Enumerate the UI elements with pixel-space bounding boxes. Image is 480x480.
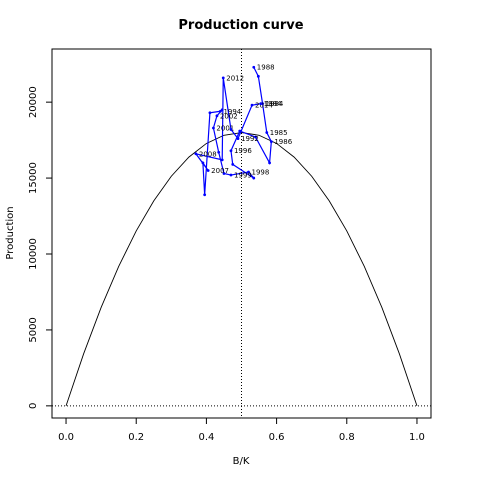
point-year-label: 1998 (252, 169, 270, 177)
y-tick-label: 15000 (28, 162, 39, 194)
data-point (268, 161, 271, 165)
data-point (250, 103, 254, 107)
point-year-label: 1994 (223, 108, 241, 116)
data-point (229, 149, 233, 153)
point-year-label: 1988 (257, 64, 275, 72)
data-point (215, 114, 219, 118)
data-point (229, 128, 233, 131)
x-tick-label: 1.0 (409, 432, 425, 443)
data-point (252, 176, 256, 180)
data-point (269, 140, 273, 144)
x-axis: 0.0 0.2 0.4 0.6 0.8 1.0 (58, 417, 425, 443)
x-tick-label: 0.4 (198, 432, 214, 443)
y-tick-label: 0 (28, 403, 39, 409)
point-year-label: 1999 (234, 172, 252, 180)
data-point (236, 137, 240, 140)
y-tick-label: 20000 (28, 86, 39, 118)
data-point (231, 163, 235, 166)
data-point (203, 193, 207, 197)
point-year-label: 2014 (255, 102, 273, 110)
point-year-label: 2012 (226, 74, 244, 82)
y-axis-label: Production (5, 206, 16, 259)
data-point (208, 111, 212, 115)
y-axis: 0 5000 10000 15000 20000 (28, 86, 53, 409)
x-tick-label: 0.6 (269, 432, 285, 443)
x-tick-label: 0.2 (128, 432, 144, 443)
point-year-label: 2002 (220, 112, 238, 120)
x-axis-label: B/K (233, 456, 250, 467)
production-curve-line (65, 132, 418, 406)
data-point (194, 152, 198, 156)
data-point (219, 109, 222, 113)
biomass-production-path (194, 66, 272, 195)
data-point (212, 126, 215, 130)
data-point (265, 131, 269, 134)
point-year-label: 1992 (241, 135, 259, 143)
point-year-label: 1984 (266, 100, 284, 108)
chart-title: Production curve (178, 18, 303, 33)
data-point (229, 173, 233, 177)
data-point (254, 135, 257, 139)
data-point (220, 158, 224, 162)
data-point (247, 170, 250, 174)
point-year-label: 1984 (264, 100, 282, 108)
data-point (201, 161, 205, 165)
data-point (256, 74, 260, 78)
y-tick-label: 10000 (28, 238, 39, 270)
data-point (222, 172, 226, 175)
point-year-label: 1986 (274, 138, 292, 146)
data-point (252, 65, 256, 69)
point-year-label: 1996 (234, 147, 252, 155)
data-point (221, 76, 225, 80)
point-year-label: 2008 (199, 150, 217, 158)
plot-frame (51, 48, 432, 419)
data-point (238, 129, 242, 133)
data-point (217, 150, 221, 154)
point-year-label: 2001 (216, 124, 234, 132)
y-tick-label: 5000 (28, 317, 39, 342)
point-year-label: 1985 (270, 129, 288, 137)
x-tick-label: 0.8 (339, 432, 355, 443)
data-point (259, 102, 263, 106)
point-year-label: 2007 (211, 167, 229, 175)
data-point (206, 169, 210, 172)
x-tick-label: 0.0 (58, 432, 74, 443)
